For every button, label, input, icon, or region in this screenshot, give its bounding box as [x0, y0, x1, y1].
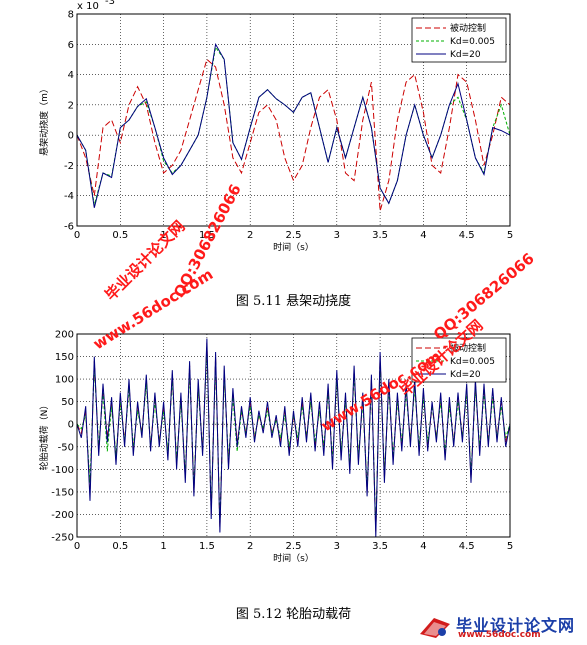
- y-axis-label: 悬架动挠度（m）: [38, 84, 50, 156]
- plot-frame: [76, 13, 511, 227]
- x-tick-label: 4.5: [459, 541, 475, 552]
- y-axis-label: 轮胎动载荷（N）: [38, 401, 50, 471]
- x-tick-label: 5: [507, 541, 513, 552]
- y-tick-label: -6: [64, 222, 74, 233]
- series-line-3: [77, 42, 510, 208]
- x-tick-label: 4.5: [459, 230, 475, 241]
- legend-box: [411, 17, 507, 63]
- x-axis-label: 时间（s）: [273, 552, 314, 564]
- legend-label-2: Kd=0.005: [450, 357, 495, 367]
- y-tick-label: -200: [51, 510, 74, 521]
- site-logo: 毕业设计论文网 www.56doc.com: [418, 612, 583, 642]
- y-tick-label: -250: [51, 533, 74, 544]
- y-tick-label: 6: [68, 40, 74, 51]
- chart-tire-dynamic-load: 0 0.5 1 1.5 2 2.5 3 3.5 4 4.5 5 -250 -200 -150 -100 -50…: [38, 330, 513, 565]
- legend-label-2: Kd=0.005: [450, 37, 495, 47]
- x-tick-label: 3.5: [372, 230, 388, 241]
- y-tick-label: 50: [61, 397, 74, 408]
- y-tick-label: -100: [51, 465, 74, 476]
- y-tick-label: -50: [58, 442, 74, 453]
- x-tick-label: 1.5: [199, 541, 215, 552]
- y-exponent-power: -3: [105, 0, 115, 7]
- x-tick-label: 2: [247, 541, 253, 552]
- y-tick-label: 2: [68, 100, 74, 111]
- y-tick-label: -2: [64, 161, 74, 172]
- y-tick-label: -4: [64, 191, 74, 202]
- x-tick-label: 2.5: [286, 541, 302, 552]
- x-tick-label: 2.5: [286, 230, 302, 241]
- figure-caption-5-11: 图 5.11 悬架动挠度: [235, 294, 352, 309]
- x-tick-label: 0.5: [112, 230, 128, 241]
- logo-icon: [420, 618, 450, 638]
- legend-label-1: 被动控制: [450, 22, 486, 34]
- figure-caption-5-12: 图 5.12 轮胎动载荷: [235, 607, 352, 622]
- y-tick-label: 8: [68, 10, 74, 21]
- y-tick-label: 200: [55, 330, 74, 341]
- legend-label-3: Kd=20: [450, 50, 481, 60]
- legend-label-3: Kd=20: [450, 370, 481, 380]
- x-tick-label: 0: [74, 230, 80, 241]
- x-tick-label: 4: [420, 541, 426, 552]
- figure-tire-load: 0 0.5 1 1.5 2 2.5 3 3.5 4 4.5 5 -250 -200 -150 -100 -50…: [0, 318, 587, 608]
- y-exponent-label: x 10: [77, 1, 99, 12]
- x-tick-label: 2: [247, 230, 253, 241]
- series-line-3: [77, 338, 510, 537]
- y-tick-label: 0: [68, 131, 74, 142]
- x-tick-label: 1: [160, 230, 166, 241]
- x-tick-label: 1: [160, 541, 166, 552]
- y-tick-label: 150: [55, 352, 74, 363]
- x-tick-label: 3.5: [372, 541, 388, 552]
- x-tick-label: 1.5: [199, 230, 215, 241]
- chart-suspension-deflection: 0 0.5 1 1.5 2 2.5 3 3.5 4 4.5 5 -6 -4 -2 0 2 4 6 8 时间（s） 悬架动…: [38, 0, 513, 253]
- legend-box: [411, 337, 507, 383]
- y-tick-label: 0: [68, 420, 74, 431]
- x-tick-label: 0.5: [112, 541, 128, 552]
- x-tick-label: 3: [334, 230, 340, 241]
- x-tick-label: 4: [420, 230, 426, 241]
- logo-url: www.56doc.com: [458, 630, 541, 640]
- x-axis-label: 时间（s）: [273, 241, 314, 253]
- plot-frame: [76, 333, 511, 538]
- y-tick-label: 4: [68, 70, 74, 81]
- figure-suspension-deflection: 0 0.5 1 1.5 2 2.5 3 3.5 4 4.5 5 -6 -4 -2 0 2 4 6 8 时间（s） 悬架动…: [0, 0, 587, 290]
- x-tick-label: 5: [507, 230, 513, 241]
- x-tick-label: 0: [74, 541, 80, 552]
- x-tick-label: 3: [334, 541, 340, 552]
- logo-title: 毕业设计论文网: [456, 616, 576, 635]
- y-tick-label: -150: [51, 487, 74, 498]
- legend-label-1: 被动控制: [450, 342, 486, 354]
- y-tick-label: 100: [55, 375, 74, 386]
